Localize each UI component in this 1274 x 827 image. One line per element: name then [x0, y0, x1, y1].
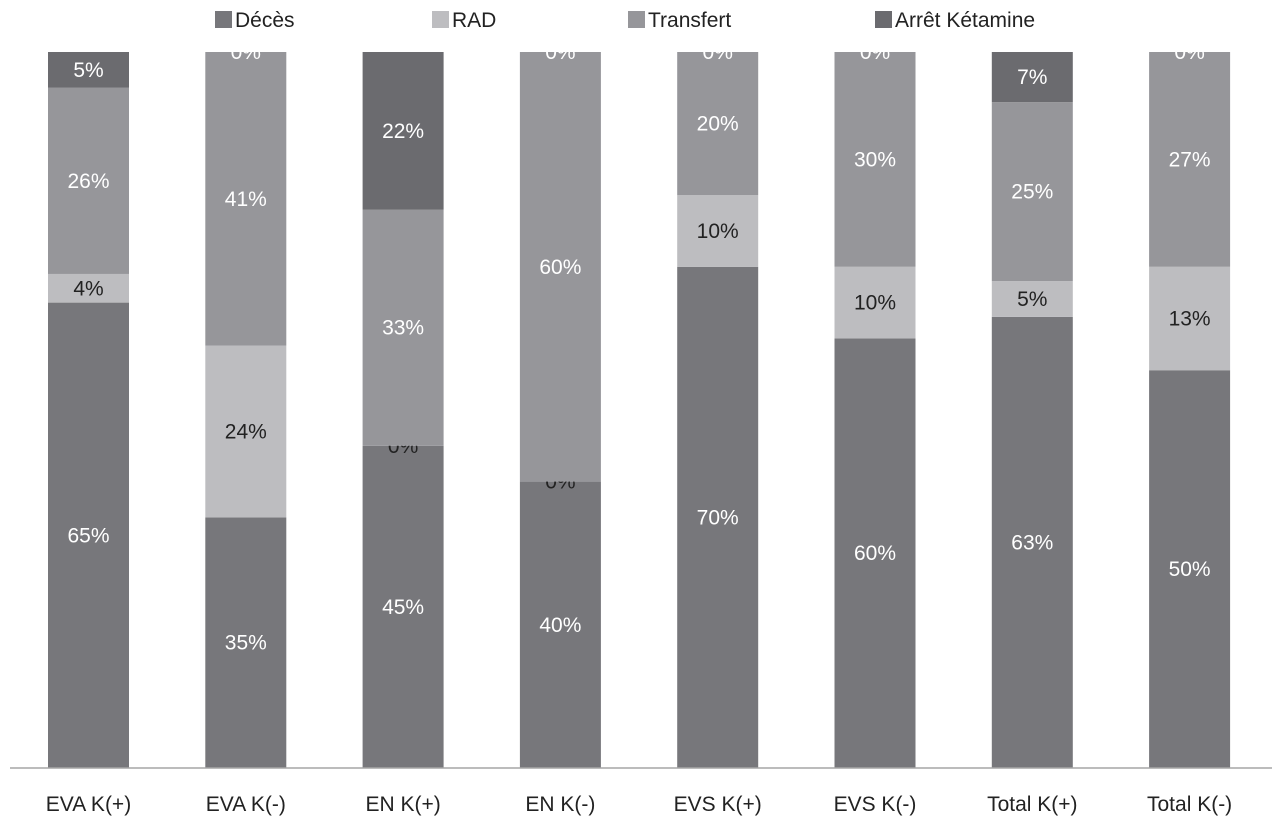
bar-segment-deces-total-k	[991, 316, 1073, 768]
x-tick-label-en-k: EN K(-)	[525, 793, 595, 816]
x-tick-label-evs-k: EVS K(-)	[834, 793, 917, 816]
bar-segment-deces-evs-k	[677, 266, 759, 768]
x-tick-label-total-k: Total K(-)	[1147, 793, 1232, 816]
data-label-arret-ketamine-total-k: 7%	[1017, 66, 1047, 89]
data-label-arret-ketamine-eva-k: 0%	[231, 41, 261, 64]
bar-segment-rad-eva-k	[48, 273, 129, 303]
data-label-arret-ketamine-eva-k: 5%	[73, 59, 103, 82]
legend-swatch-rad	[432, 11, 449, 28]
data-label-rad-total-k: 13%	[1169, 308, 1211, 331]
data-label-arret-ketamine-evs-k: 0%	[703, 41, 733, 64]
bar-segment-rad-total-k	[1149, 266, 1231, 371]
data-label-rad-total-k: 5%	[1017, 288, 1047, 311]
data-label-transfert-total-k: 27%	[1169, 148, 1211, 171]
bar-segment-deces-total-k	[1149, 370, 1231, 768]
data-label-rad-evs-k: 10%	[854, 292, 896, 315]
bar-segment-deces-eva-k	[205, 517, 287, 768]
data-label-transfert-evs-k: 30%	[854, 148, 896, 171]
bar-segment-rad-evs-k	[677, 195, 759, 267]
x-tick-label-en-k: EN K(+)	[365, 793, 440, 816]
legend-label-rad: RAD	[452, 9, 496, 32]
data-label-arret-ketamine-total-k: 0%	[1174, 41, 1204, 64]
data-label-deces-en-k: 45%	[382, 596, 424, 619]
bar-segment-rad-eva-k	[205, 345, 287, 518]
data-label-deces-total-k: 63%	[1011, 531, 1053, 554]
data-label-rad-eva-k: 4%	[73, 277, 103, 300]
bar-segment-transfert-total-k	[1149, 52, 1231, 267]
bar-segment-transfert-eva-k	[48, 87, 129, 274]
bar-segment-deces-en-k	[519, 481, 601, 768]
data-label-transfert-evs-k: 20%	[697, 113, 739, 136]
data-label-transfert-eva-k: 41%	[225, 188, 267, 211]
legend: Décès RAD Transfert Arrêt Kétamine	[215, 9, 1035, 32]
data-label-deces-total-k: 50%	[1169, 558, 1211, 581]
data-label-arret-ketamine-en-k: 22%	[382, 120, 424, 143]
data-label-transfert-total-k: 25%	[1011, 181, 1053, 204]
bar-segment-arret-ketamine-eva-k	[48, 52, 129, 88]
data-label-deces-eva-k: 65%	[67, 524, 109, 547]
x-tick-labels: EVA K(+) EVA K(-) EN K(+) EN K(-) EVS K(+) EV…	[46, 793, 1232, 816]
data-label-transfert-en-k: 60%	[539, 256, 581, 279]
bar-segment-deces-evs-k	[834, 338, 916, 768]
legend-swatch-transfert	[628, 11, 645, 28]
x-tick-label-eva-k: EVA K(-)	[206, 793, 286, 816]
x-tick-label-eva-k: EVA K(+)	[46, 793, 131, 816]
bar-segment-transfert-evs-k	[834, 52, 916, 267]
x-tick-label-total-k: Total K(+)	[987, 793, 1077, 816]
x-tick-label-evs-k: EVS K(+)	[674, 793, 762, 816]
legend-swatch-deces	[215, 11, 232, 28]
bar-segment-arret-ketamine-en-k	[362, 52, 444, 210]
data-label-transfert-en-k: 33%	[382, 317, 424, 340]
bar-segment-rad-evs-k	[834, 266, 916, 339]
legend-label-transfert: Transfert	[648, 9, 731, 32]
bar-segment-transfert-en-k	[519, 52, 601, 482]
data-label-arret-ketamine-en-k: 0%	[545, 41, 575, 64]
bar-segment-transfert-en-k	[362, 209, 444, 446]
data-label-deces-eva-k: 35%	[225, 632, 267, 655]
bar-segment-deces-eva-k	[48, 302, 129, 768]
bar-segment-transfert-total-k	[991, 102, 1073, 282]
data-label-deces-evs-k: 70%	[697, 506, 739, 529]
data-label-deces-en-k: 40%	[539, 614, 581, 637]
data-label-rad-evs-k: 10%	[697, 220, 739, 243]
bars-area: 65% 4% 26% 5% 35% 24% 41% 0% 45% 0% 33% 22% 40% 0% 60%…	[48, 41, 1231, 768]
bar-segment-transfert-eva-k	[205, 52, 287, 346]
data-label-rad-eva-k: 24%	[225, 420, 267, 443]
legend-label-deces: Décès	[235, 9, 295, 32]
bar-segment-deces-en-k	[362, 445, 444, 768]
legend-label-arret-ketamine: Arrêt Kétamine	[895, 9, 1035, 32]
bar-segment-transfert-evs-k	[677, 52, 759, 196]
bar-segment-arret-ketamine-total-k	[991, 52, 1073, 103]
data-label-deces-evs-k: 60%	[854, 542, 896, 565]
legend-swatch-arret-ketamine	[875, 11, 892, 28]
bar-segment-rad-total-k	[991, 281, 1073, 317]
data-label-arret-ketamine-evs-k: 0%	[860, 41, 890, 64]
data-label-transfert-eva-k: 26%	[67, 170, 109, 193]
